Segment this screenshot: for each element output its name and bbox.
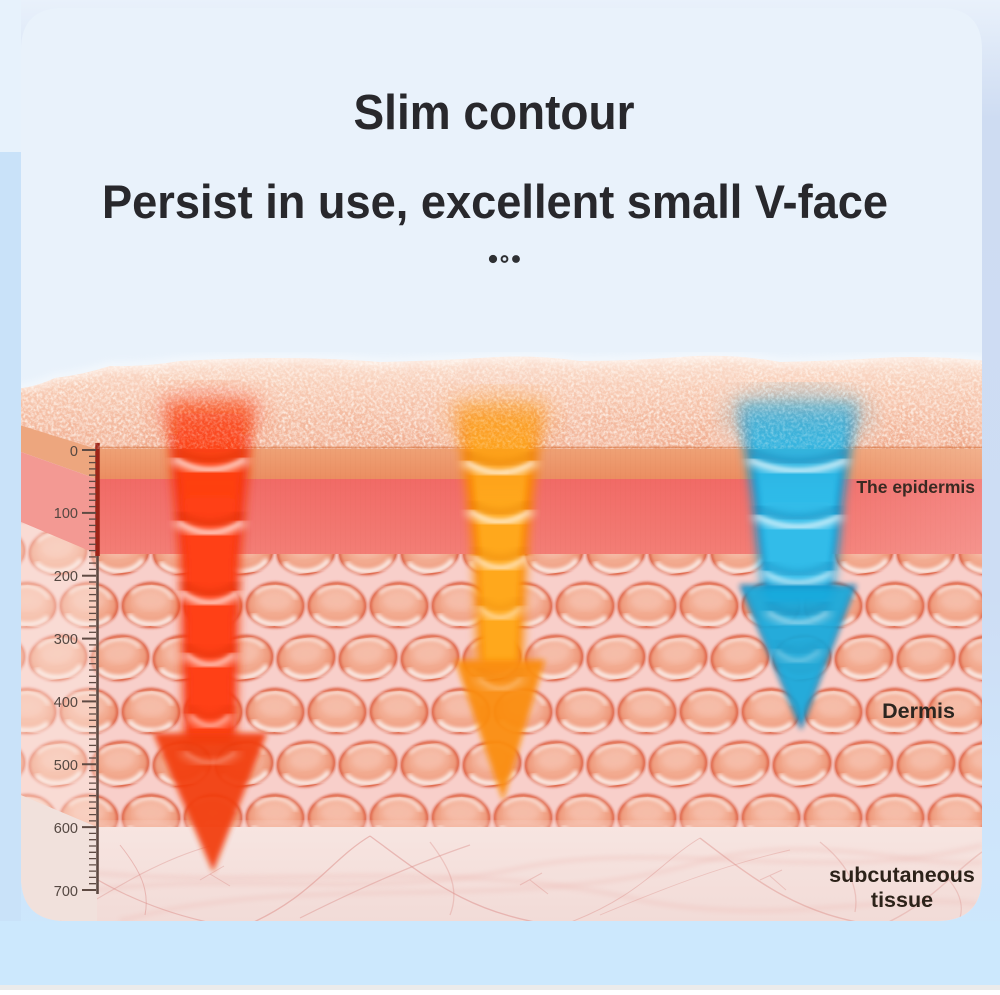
svg-text:Dermis: Dermis <box>882 699 955 723</box>
svg-text:The epidermis: The epidermis <box>856 477 975 497</box>
svg-text:100: 100 <box>54 506 78 522</box>
svg-text:300: 300 <box>54 632 78 648</box>
svg-text:700: 700 <box>54 884 78 900</box>
svg-text:Slim contour: Slim contour <box>354 86 635 140</box>
svg-text:0: 0 <box>70 444 78 460</box>
svg-text:tissue: tissue <box>871 888 933 912</box>
svg-text:400: 400 <box>54 695 78 711</box>
svg-text:Persist in use, excellent smal: Persist in use, excellent small V-face <box>102 175 888 228</box>
svg-text:subcutaneous: subcutaneous <box>829 863 975 887</box>
svg-text:200: 200 <box>54 569 78 585</box>
svg-text:500: 500 <box>54 758 78 774</box>
svg-text:600: 600 <box>54 821 78 837</box>
